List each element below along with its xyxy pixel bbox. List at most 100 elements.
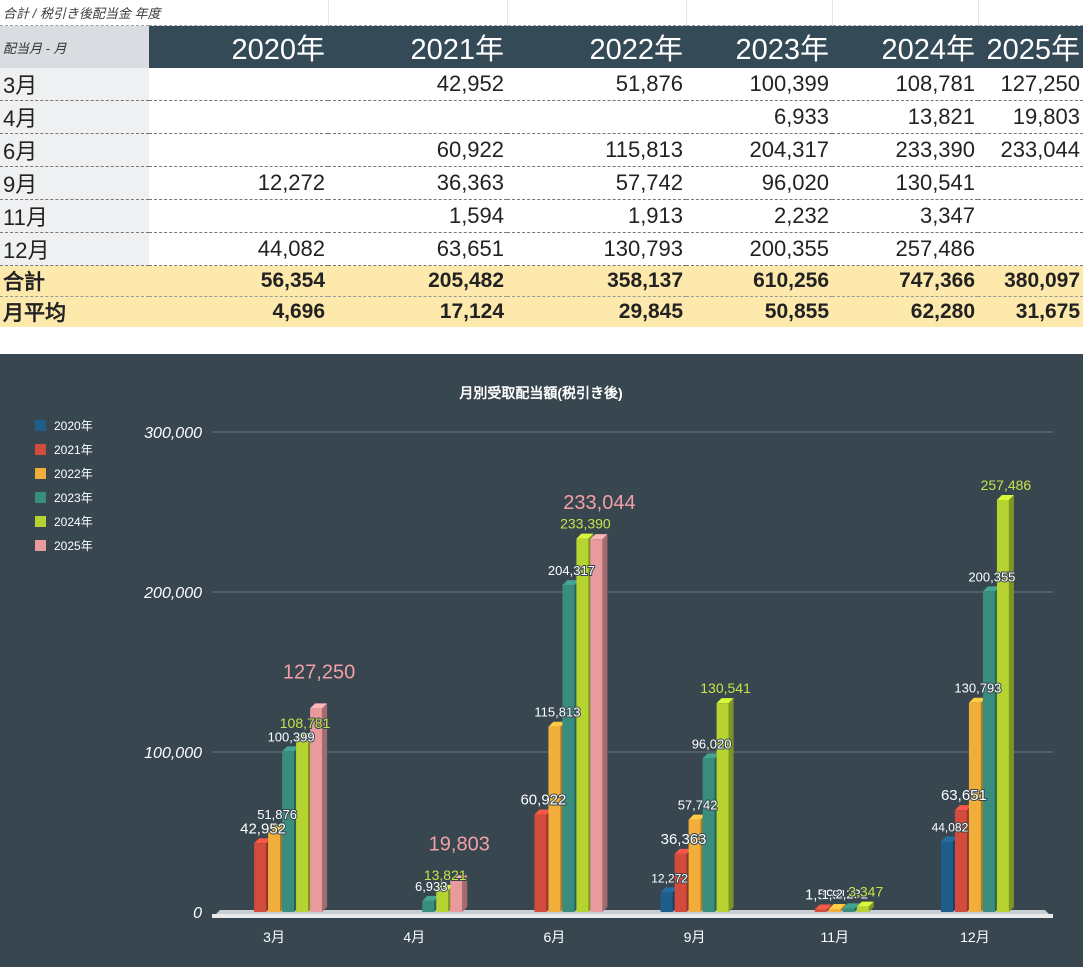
pivot-data-row: 11月 1,594 1,913 2,232 3,347	[0, 199, 1083, 233]
legend-item[interactable]: 2022年	[35, 467, 93, 481]
legend-item[interactable]: 2025年	[35, 539, 93, 553]
pivot-row-label: 6月	[0, 133, 149, 167]
pivot-filter-cell	[831, 0, 979, 26]
pivot-cell: 36,363	[328, 166, 508, 200]
legend-swatch	[35, 516, 46, 527]
pivot-cell	[978, 166, 1083, 200]
data-label: 1,594	[805, 886, 843, 903]
data-label: 96,020	[692, 736, 732, 751]
pivot-cell: 96,020	[686, 166, 833, 200]
pivot-column-header[interactable]: 2022年	[507, 25, 687, 68]
pivot-cell: 127,250	[978, 68, 1083, 101]
pivot-cell: 108,781	[832, 68, 979, 101]
pivot-row-header-label[interactable]: 配当月 - 月	[0, 25, 149, 68]
y-tick-label: 300,000	[144, 425, 202, 442]
legend-swatch	[35, 540, 46, 551]
pivot-cell	[507, 100, 687, 134]
pivot-cell: 44,082	[149, 232, 329, 266]
legend-item[interactable]: 2024年	[35, 515, 93, 529]
pivot-cell: 233,390	[832, 133, 979, 167]
legend-item[interactable]: 2020年	[35, 419, 93, 433]
pivot-filter-label[interactable]: 合計 / 税引き後配当金 年度	[0, 0, 329, 26]
pivot-average-cell: 29,845	[507, 296, 687, 327]
bar-2025年-4月	[450, 875, 468, 912]
data-label: 63,651	[941, 787, 987, 804]
pivot-cell: 60,922	[328, 133, 508, 167]
pivot-column-header[interactable]: 2020年	[149, 25, 329, 68]
x-tick-label: 9月	[684, 929, 706, 945]
pivot-data-row: 6月 60,922 115,813 204,317 233,390 233,044	[0, 133, 1083, 167]
pivot-cell: 12,272	[149, 166, 329, 200]
data-label: 57,742	[678, 798, 718, 813]
pivot-column-header[interactable]: 2023年	[686, 25, 833, 68]
pivot-column-header[interactable]: 2021年	[328, 25, 508, 68]
y-tick-label: 200,000	[143, 585, 202, 602]
data-label: 204,317	[548, 563, 595, 578]
pivot-cell	[978, 232, 1083, 266]
pivot-data-row: 3月 42,952 51,876 100,399 108,781 127,250	[0, 68, 1083, 101]
pivot-cell: 233,044	[978, 133, 1083, 167]
x-tick-label: 12月	[960, 929, 990, 945]
pivot-cell	[978, 199, 1083, 233]
pivot-data-row: 12月 44,082 63,651 130,793 200,355 257,486	[0, 232, 1083, 266]
pivot-row-label: 9月	[0, 166, 149, 200]
legend-label: 2023年	[54, 491, 93, 505]
data-label: 12,272	[651, 871, 688, 885]
pivot-total-cell: 56,354	[149, 265, 329, 297]
legend-label: 2022年	[54, 467, 93, 481]
pivot-total-cell: 610,256	[686, 265, 833, 297]
pivot-cell	[149, 100, 329, 134]
legend-label: 2025年	[54, 539, 93, 553]
pivot-average-row: 月平均 4,696 17,124 29,845 50,855 62,280 31,675	[0, 296, 1083, 327]
dividend-bar-chart: 月別受取配当額(税引き後) 0 100,000 200,000 300,000 3月 4…	[35, 385, 1053, 945]
legend-label: 2020年	[54, 419, 93, 433]
pivot-header-row: 配当月 - 月 2020年 2021年 2022年 2023年 2024年 2025年	[0, 25, 1083, 68]
data-label: 6,933	[415, 879, 448, 894]
pivot-total-cell: 747,366	[832, 265, 979, 297]
bar-2021年-6月	[534, 809, 552, 912]
data-label: 257,486	[981, 477, 1032, 493]
pivot-table: 合計 / 税引き後配当金 年度 配当月 - 月 2020年 2021年 2022年 202…	[0, 0, 1083, 327]
chart-panel: 月別受取配当額(税引き後) 0 100,000 200,000 300,000 3月 4…	[0, 354, 1083, 967]
pivot-cell: 51,876	[507, 68, 687, 101]
x-tick-label: 3月	[263, 929, 285, 945]
pivot-row-label: 4月	[0, 100, 149, 134]
legend-item[interactable]: 2023年	[35, 491, 93, 505]
pivot-column-header[interactable]: 2024年	[832, 25, 979, 68]
bar-2021年-11月	[814, 904, 832, 912]
bar-2025年-3月	[310, 703, 328, 912]
pivot-cell: 200,355	[686, 232, 833, 266]
pivot-total-cell: 358,137	[507, 265, 687, 297]
legend-item[interactable]: 2021年	[35, 443, 93, 457]
bar-2025年-6月	[590, 534, 608, 912]
x-tick-label: 4月	[403, 929, 425, 945]
pivot-average-cell: 4,696	[149, 296, 329, 327]
pivot-average-cell: 50,855	[686, 296, 833, 327]
data-label: 13,821	[424, 867, 467, 883]
y-tick-label: 100,000	[144, 745, 202, 762]
pivot-total-cell: 205,482	[328, 265, 508, 297]
data-label: 233,044	[563, 492, 635, 514]
pivot-cell: 115,813	[507, 133, 687, 167]
data-label: 200,355	[968, 569, 1015, 584]
pivot-cell: 1,913	[507, 199, 687, 233]
data-label: 2,232	[835, 886, 868, 901]
pivot-filter-cell	[327, 0, 508, 26]
pivot-cell: 257,486	[832, 232, 979, 266]
pivot-cell	[149, 133, 329, 167]
pivot-cell: 6,933	[686, 100, 833, 134]
data-label: 60,922	[520, 792, 566, 809]
legend-swatch	[35, 444, 46, 455]
pivot-average-label: 月平均	[0, 296, 149, 327]
data-label: 115,813	[534, 705, 580, 720]
data-label: 36,363	[661, 831, 707, 848]
data-label: 100,399	[268, 729, 315, 744]
pivot-cell: 13,821	[832, 100, 979, 134]
pivot-row-label: 3月	[0, 68, 149, 101]
data-label: 3,347	[848, 884, 883, 900]
pivot-average-cell: 62,280	[832, 296, 979, 327]
pivot-column-header[interactable]: 2025年	[978, 25, 1083, 68]
pivot-filter-cell	[977, 0, 1083, 26]
pivot-cell	[149, 68, 329, 101]
pivot-cell: 3,347	[832, 199, 979, 233]
